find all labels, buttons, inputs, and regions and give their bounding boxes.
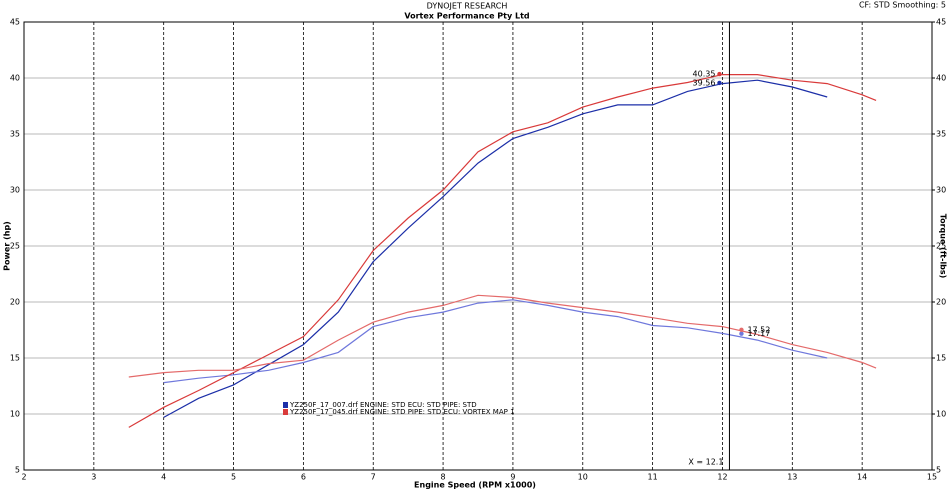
y-tick-label: 25 bbox=[10, 242, 20, 251]
y-axis-label: Power (hp) bbox=[3, 221, 12, 271]
y2-tick-label: 35 bbox=[936, 130, 946, 139]
x-tick-label: 6 bbox=[301, 473, 306, 482]
cursor-label: X = 12.1 bbox=[688, 458, 723, 467]
chart-title: DYNOJET RESEARCH bbox=[427, 2, 508, 11]
y-tick-label: 20 bbox=[10, 298, 20, 307]
x-tick-label: 2 bbox=[21, 473, 26, 482]
power-readout-label: 40.35 bbox=[693, 70, 716, 79]
y2-tick-label: 45 bbox=[936, 18, 946, 27]
legend-entry: YZ250F_17_045.drf ENGINE: STD PIPE: STD … bbox=[289, 408, 515, 416]
torque-readout-label: 17.17 bbox=[747, 329, 770, 338]
plot-frame bbox=[23, 21, 933, 471]
x-tick-label: 5 bbox=[231, 473, 236, 482]
y2-tick-label: 20 bbox=[936, 298, 946, 307]
y-tick-label: 5 bbox=[15, 466, 20, 475]
y-tick-label: 40 bbox=[10, 74, 20, 83]
chart-subtitle: Vortex Performance Pty Ltd bbox=[404, 12, 530, 21]
header-right: CF: STD Smoothing: 5 bbox=[859, 1, 946, 10]
legend-swatch bbox=[283, 409, 288, 415]
x-tick-label: 15 bbox=[927, 473, 937, 482]
torque-line bbox=[163, 299, 828, 384]
x-tick-label: 9 bbox=[510, 473, 515, 482]
torque-line bbox=[128, 294, 877, 378]
x-tick-label: 8 bbox=[441, 473, 446, 482]
y2-tick-label: 30 bbox=[936, 186, 946, 195]
legend-entry: YZ250F_17_007.drf ENGINE: STD ECU: STD P… bbox=[289, 401, 477, 409]
x-axis-label: Engine Speed (RPM x1000) bbox=[414, 481, 536, 490]
x-tick-label: 14 bbox=[857, 473, 867, 482]
x-tick-label: 10 bbox=[578, 473, 588, 482]
y2-tick-label: 5 bbox=[936, 466, 941, 475]
y2-tick-label: 10 bbox=[936, 410, 946, 419]
torque-readout-marker bbox=[739, 327, 744, 332]
power-readout-label: 39.56 bbox=[693, 78, 716, 87]
x-tick-label: 12 bbox=[717, 473, 727, 482]
x-tick-label: 4 bbox=[161, 473, 166, 482]
y-tick-label: 15 bbox=[10, 354, 20, 363]
y-tick-label: 45 bbox=[10, 18, 20, 27]
x-tick-label: 7 bbox=[371, 473, 376, 482]
power-line bbox=[128, 74, 877, 428]
y2-tick-label: 25 bbox=[936, 242, 946, 251]
x-tick-label: 3 bbox=[91, 473, 96, 482]
torque-readout-label: 17.52 bbox=[747, 325, 770, 334]
torque-readout-marker bbox=[739, 331, 744, 336]
legend-swatch bbox=[283, 402, 288, 408]
power-line bbox=[163, 79, 828, 418]
x-tick-label: 11 bbox=[648, 473, 658, 482]
y2-tick-label: 40 bbox=[936, 74, 946, 83]
y-tick-label: 30 bbox=[10, 186, 20, 195]
y-tick-label: 35 bbox=[10, 130, 20, 139]
y2-axis-label: Torque (ft-lbs) bbox=[939, 214, 948, 279]
y2-tick-label: 15 bbox=[936, 354, 946, 363]
power-readout-marker bbox=[717, 80, 722, 86]
power-readout-marker bbox=[717, 71, 722, 77]
y-tick-label: 10 bbox=[10, 410, 20, 419]
x-tick-label: 13 bbox=[787, 473, 797, 482]
